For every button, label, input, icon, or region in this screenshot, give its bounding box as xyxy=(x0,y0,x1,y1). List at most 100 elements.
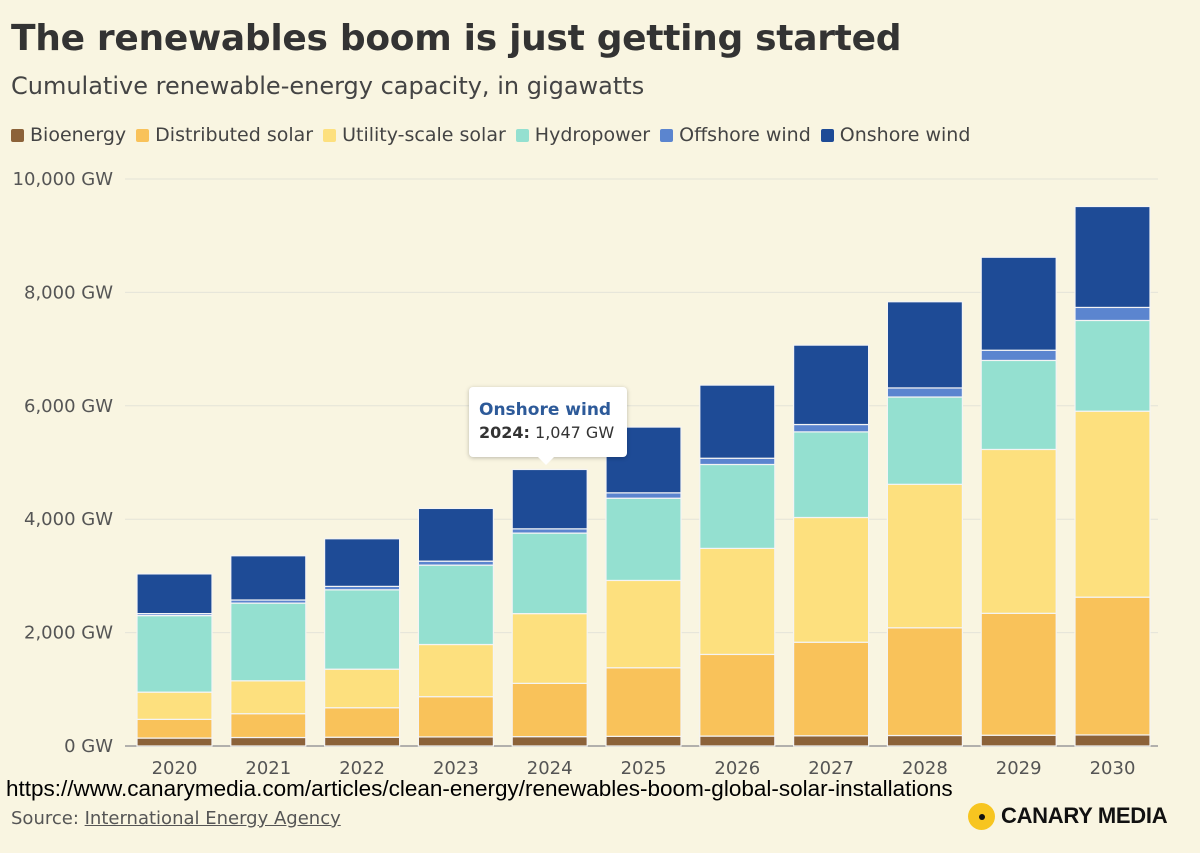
bar-segment-bioenergy[interactable] xyxy=(324,736,401,747)
bar-segment-onshore-wind[interactable] xyxy=(324,538,401,587)
bar-segment-distributed-solar[interactable] xyxy=(1074,596,1151,736)
legend-swatch xyxy=(323,128,337,142)
y-tick-label: 10,000 GW xyxy=(13,169,114,190)
bar-stack-2021 xyxy=(230,555,307,747)
chart-title: The renewables boom is just getting star… xyxy=(11,18,902,59)
bar-stack-2028 xyxy=(886,301,964,747)
legend-item-hydropower[interactable]: Hydropower xyxy=(515,124,651,146)
bar-segment-onshore-wind[interactable] xyxy=(136,573,213,615)
bar-segment-distributed-solar[interactable] xyxy=(417,696,494,738)
brand-logo[interactable]: CANARY MEDIA xyxy=(968,800,1168,832)
bar-stack-2024 xyxy=(511,468,588,747)
bar-segment-onshore-wind[interactable] xyxy=(417,507,494,562)
source-link[interactable]: International Energy Agency xyxy=(84,808,341,829)
legend-item-offshore-wind[interactable]: Offshore wind xyxy=(660,124,811,146)
bar-segment-utility-scale-solar[interactable] xyxy=(605,579,682,669)
bar-segment-bioenergy[interactable] xyxy=(230,736,307,747)
bar-segment-hydropower[interactable] xyxy=(324,589,401,670)
bar-segment-offshore-wind[interactable] xyxy=(605,492,682,499)
bar-segment-onshore-wind[interactable] xyxy=(1074,205,1151,309)
y-tick-label: 6,000 GW xyxy=(24,396,113,417)
bar-segment-onshore-wind[interactable] xyxy=(230,555,307,601)
bar-segment-offshore-wind[interactable] xyxy=(1074,306,1151,322)
bar-segment-utility-scale-solar[interactable] xyxy=(417,643,494,698)
legend-item-bioenergy[interactable]: Bioenergy xyxy=(11,124,126,146)
bar-segment-utility-scale-solar[interactable] xyxy=(980,448,1057,614)
legend-swatch xyxy=(660,128,674,142)
bar-segment-bioenergy[interactable] xyxy=(980,734,1057,747)
bar-stack-2023 xyxy=(417,507,494,747)
bar-segment-bioenergy[interactable] xyxy=(511,736,588,747)
legend-label: Utility-scale solar xyxy=(342,124,506,146)
bar-segment-distributed-solar[interactable] xyxy=(886,627,964,737)
legend-label: Offshore wind xyxy=(679,124,811,146)
bar-segment-utility-scale-solar[interactable] xyxy=(699,547,776,656)
bar-segment-onshore-wind[interactable] xyxy=(699,384,776,459)
legend-label: Bioenergy xyxy=(30,124,127,146)
bar-segment-utility-scale-solar[interactable] xyxy=(792,516,870,643)
bar-segment-hydropower[interactable] xyxy=(980,359,1057,451)
bar-segment-distributed-solar[interactable] xyxy=(792,641,870,737)
legend-label: Hydropower xyxy=(534,124,651,146)
legend-label: Onshore wind xyxy=(839,124,971,146)
bar-segment-bioenergy[interactable] xyxy=(792,735,870,747)
bar-segment-distributed-solar[interactable] xyxy=(980,612,1057,736)
y-tick-label: 2,000 GW xyxy=(24,623,113,644)
legend-item-onshore-wind[interactable]: Onshore wind xyxy=(820,124,971,146)
bar-segment-onshore-wind[interactable] xyxy=(792,344,870,426)
legend-swatch xyxy=(136,128,150,142)
canary-logo-icon xyxy=(968,802,995,830)
chart-subtitle: Cumulative renewable-energy capacity, in… xyxy=(11,72,645,100)
tooltip-amount: 1,047 GW xyxy=(535,423,615,442)
legend-item-distributed-solar[interactable]: Distributed solar xyxy=(136,124,313,146)
bar-segment-offshore-wind[interactable] xyxy=(980,349,1057,362)
bar-segment-hydropower[interactable] xyxy=(699,463,776,550)
bar-segment-utility-scale-solar[interactable] xyxy=(136,691,213,720)
bar-segment-utility-scale-solar[interactable] xyxy=(324,668,401,709)
x-tick-label: 2026 xyxy=(714,758,760,779)
bar-segment-offshore-wind[interactable] xyxy=(699,457,776,466)
bar-segment-hydropower[interactable] xyxy=(886,396,964,485)
bar-segment-hydropower[interactable] xyxy=(136,614,213,693)
legend-item-utility-scale-solar[interactable]: Utility-scale solar xyxy=(323,124,506,146)
bar-segment-bioenergy[interactable] xyxy=(136,737,213,747)
bar-segment-onshore-wind[interactable] xyxy=(886,301,964,389)
bar-segment-offshore-wind[interactable] xyxy=(792,423,870,433)
bar-segment-distributed-solar[interactable] xyxy=(699,653,776,737)
y-tick-label: 4,000 GW xyxy=(24,509,113,530)
bar-segment-bioenergy[interactable] xyxy=(699,735,776,747)
x-tick-label: 2021 xyxy=(245,758,291,779)
bar-segment-utility-scale-solar[interactable] xyxy=(1074,410,1151,598)
bar-segment-onshore-wind[interactable] xyxy=(511,468,588,530)
bar-stack-2022 xyxy=(324,538,401,747)
y-tick-label: 8,000 GW xyxy=(24,282,113,303)
bar-segment-utility-scale-solar[interactable] xyxy=(511,613,588,684)
bar-segment-utility-scale-solar[interactable] xyxy=(886,483,964,629)
bar-stack-2030 xyxy=(1074,205,1151,747)
bar-segment-distributed-solar[interactable] xyxy=(605,667,682,737)
bar-segment-hydropower[interactable] xyxy=(792,431,870,519)
bar-segment-distributed-solar[interactable] xyxy=(324,707,401,738)
bar-segment-hydropower[interactable] xyxy=(230,602,307,682)
bar-segment-bioenergy[interactable] xyxy=(417,736,494,747)
bar-segment-bioenergy[interactable] xyxy=(886,734,964,747)
bar-segment-distributed-solar[interactable] xyxy=(511,682,588,738)
bar-segment-bioenergy[interactable] xyxy=(1074,734,1151,747)
bar-segment-hydropower[interactable] xyxy=(1074,319,1151,412)
bar-segment-hydropower[interactable] xyxy=(511,532,588,615)
x-tick-label: 2029 xyxy=(996,758,1042,779)
bar-stack-2027 xyxy=(792,344,870,747)
x-tick-label: 2023 xyxy=(433,758,479,779)
bar-segment-hydropower[interactable] xyxy=(605,497,682,582)
bar-segment-distributed-solar[interactable] xyxy=(230,713,307,739)
bar-segment-distributed-solar[interactable] xyxy=(136,718,213,739)
x-tick-label: 2024 xyxy=(527,758,573,779)
bar-segment-offshore-wind[interactable] xyxy=(886,387,964,398)
bar-segment-hydropower[interactable] xyxy=(417,564,494,646)
bar-segment-offshore-wind[interactable] xyxy=(511,528,588,534)
bar-segment-bioenergy[interactable] xyxy=(605,735,682,747)
source-url[interactable]: https://www.canarymedia.com/articles/cle… xyxy=(6,776,953,801)
bar-segment-onshore-wind[interactable] xyxy=(980,256,1057,351)
bar-segment-utility-scale-solar[interactable] xyxy=(230,680,307,715)
x-tick-label: 2028 xyxy=(902,758,948,779)
